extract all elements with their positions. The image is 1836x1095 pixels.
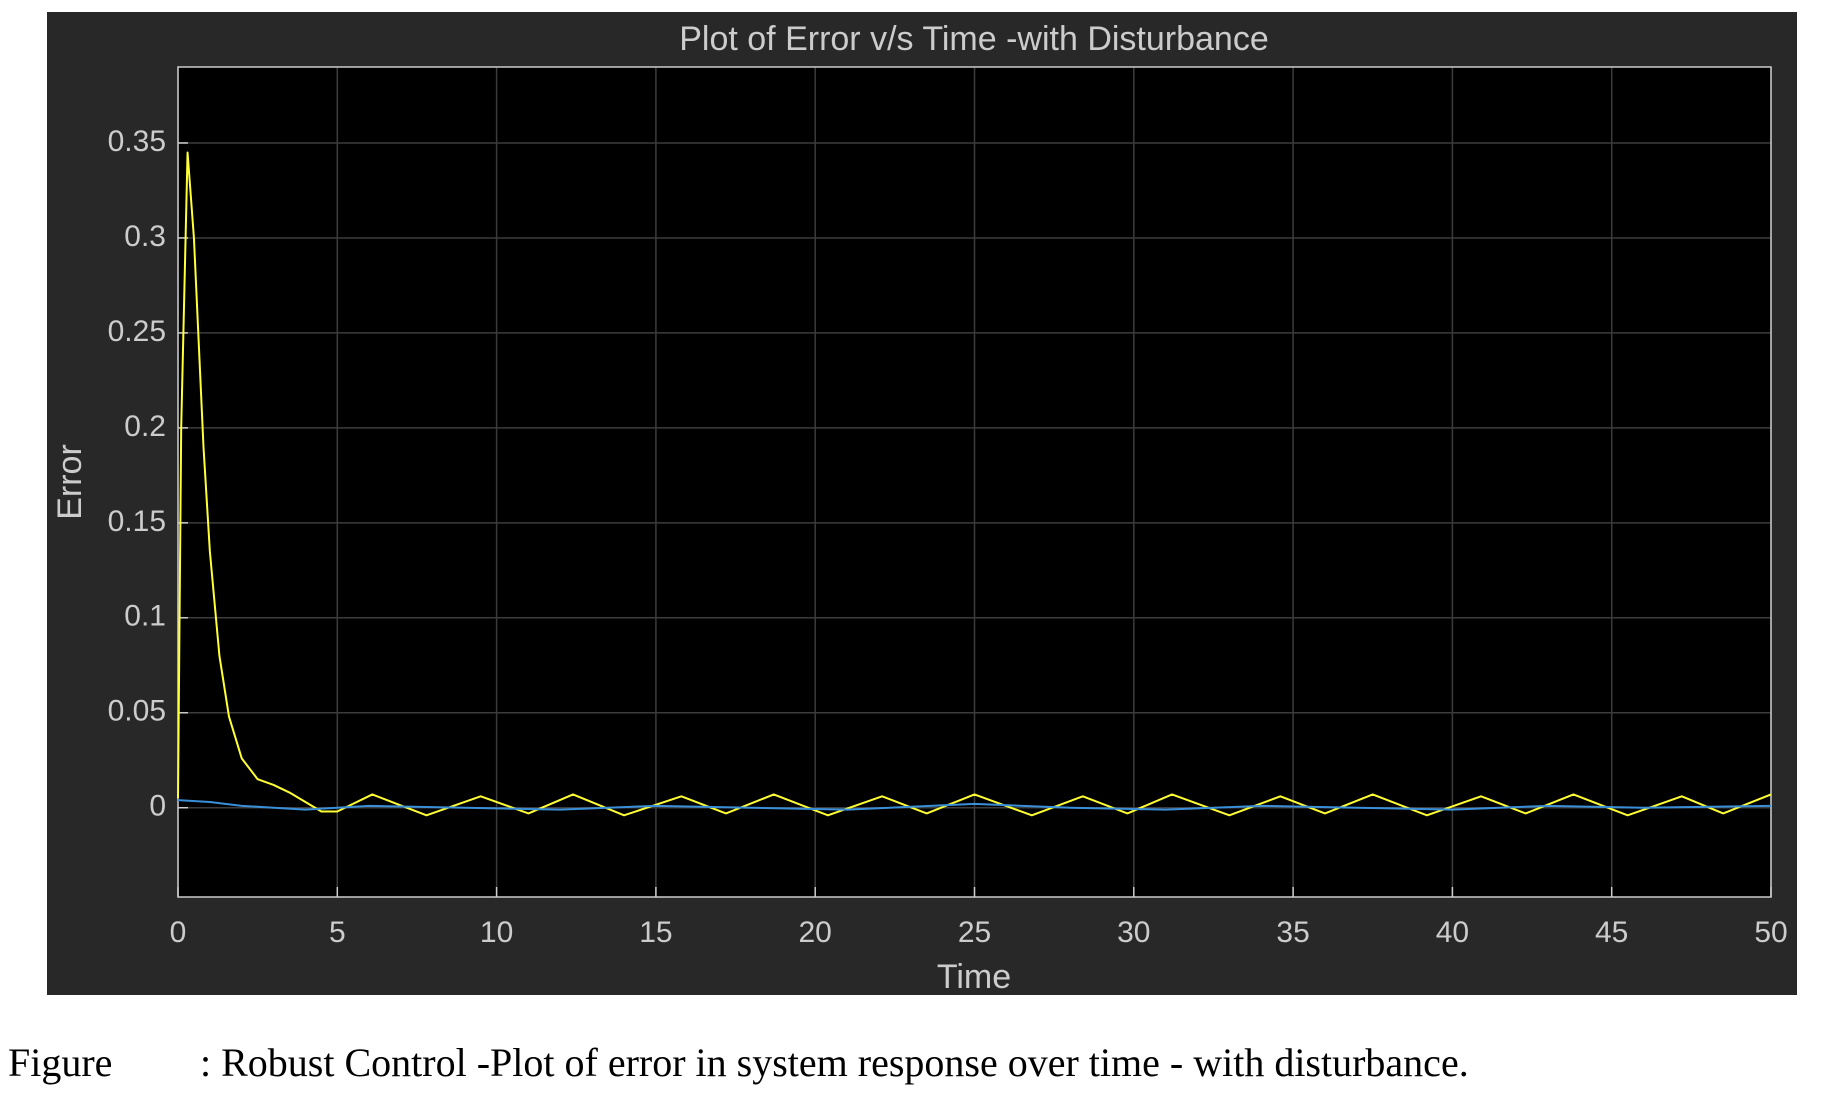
- x-tick-label: 40: [1436, 916, 1469, 949]
- x-tick-label: 50: [1754, 916, 1787, 949]
- y-tick-label: 0.3: [124, 220, 166, 253]
- y-tick-label: 0.05: [108, 695, 166, 728]
- series-line: [177, 151, 1772, 817]
- y-tick-label: 0.1: [124, 600, 166, 633]
- x-tick-label: 35: [1276, 916, 1309, 949]
- y-tick-label: 0: [149, 790, 166, 823]
- y-axis-label: Error: [51, 444, 89, 520]
- y-tick-label: 0.2: [124, 410, 166, 443]
- x-tick-label: 25: [958, 916, 991, 949]
- x-axis-label: Time: [937, 958, 1011, 996]
- y-tick-label: 0.35: [108, 125, 166, 158]
- x-tick-label: 30: [1117, 916, 1150, 949]
- x-tick-label: 45: [1595, 916, 1628, 949]
- y-tick-label: 0.15: [108, 505, 166, 538]
- x-tick-label: 10: [480, 916, 513, 949]
- series-line: [177, 799, 1772, 811]
- y-tick-label: 0.25: [108, 315, 166, 348]
- chart-title: Plot of Error v/s Time -with Disturbance: [679, 20, 1269, 58]
- x-tick-label: 0: [170, 916, 187, 949]
- caption: : Robust Control -Plot of error in syste…: [200, 1040, 1469, 1085]
- x-tick-label: 15: [639, 916, 672, 949]
- x-tick-label: 5: [329, 916, 346, 949]
- x-tick-label: 20: [799, 916, 832, 949]
- figure-label: Figure: [8, 1040, 112, 1085]
- axes-box: [177, 66, 1772, 898]
